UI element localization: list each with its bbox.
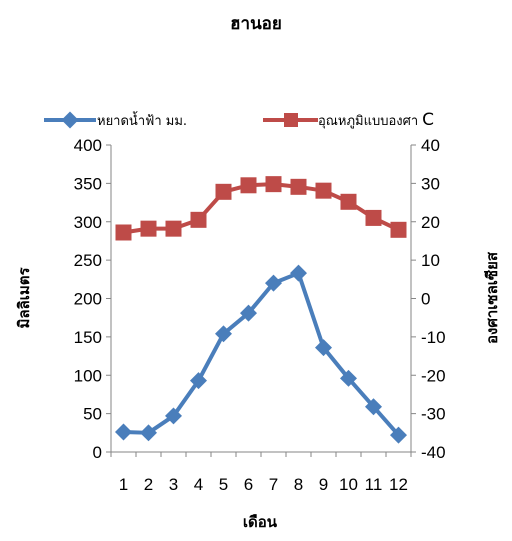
legend-label-precipitation: หยาดน้ำฟ้า มม.	[97, 111, 187, 129]
data-point-diamond	[390, 426, 407, 444]
x-tick-label: 7	[269, 475, 278, 494]
data-point-diamond	[165, 407, 182, 425]
series-line	[123, 271, 401, 437]
y-left-tick-label: 350	[74, 174, 102, 193]
x-tick-label: 9	[319, 475, 328, 494]
legend-item-precipitation: หยาดน้ำฟ้า มม.	[44, 111, 187, 129]
data-point-diamond	[115, 423, 132, 441]
y-axis-left-ticks: 0 50 100 150 200 250 300 350 400	[74, 136, 111, 462]
data-point-square	[240, 177, 257, 194]
data-point-square	[190, 211, 207, 228]
y-right-tick-label: 10	[421, 251, 440, 270]
x-tick-label: 12	[389, 475, 408, 494]
data-point-square	[215, 183, 232, 200]
chart-title: ฮานอย	[230, 14, 282, 34]
y-left-tick-label: 150	[74, 328, 102, 347]
series-line	[123, 182, 400, 235]
legend-label-temperature-unit: C	[422, 110, 434, 130]
y-right-tick-label: 20	[421, 213, 440, 232]
data-point-diamond	[240, 304, 257, 322]
x-tick-label: 11	[365, 475, 383, 494]
y-right-tick-label: -30	[421, 405, 446, 424]
y-left-tick-label: 100	[74, 366, 102, 385]
y-left-tick-label: 250	[74, 251, 102, 270]
x-tick-label: 1	[119, 475, 128, 494]
data-point-diamond	[215, 325, 232, 343]
legend-marker-temperature	[284, 113, 298, 127]
data-point-diamond	[340, 369, 357, 387]
x-tick-label: 8	[294, 475, 303, 494]
data-point-diamond	[190, 372, 207, 390]
data-point-square	[340, 193, 357, 210]
x-tick-label: 3	[169, 475, 178, 494]
data-point-square	[365, 209, 382, 226]
x-tick-label: 6	[244, 475, 253, 494]
series-precipitation	[115, 264, 407, 444]
x-axis-ticks: 1 2 3 4 5 6 7 8 9 10 11 12	[110, 452, 412, 494]
data-point-diamond	[140, 424, 157, 442]
x-tick-label: 5	[219, 475, 228, 494]
series-temperature	[115, 176, 407, 241]
y-left-tick-label: 0	[93, 443, 102, 462]
data-point-diamond	[365, 398, 382, 416]
y-right-tick-label: -20	[421, 366, 446, 385]
legend-label-temperature: อุณหภูมิแบบองศา C	[318, 110, 434, 130]
data-point-square	[140, 220, 157, 237]
y-left-tick-label: 400	[74, 136, 102, 155]
x-tick-label: 2	[144, 475, 153, 494]
x-tick-label: 4	[194, 475, 203, 494]
data-point-square	[290, 178, 307, 195]
y-left-tick-label: 300	[74, 213, 102, 232]
y-left-tick-label: 200	[74, 290, 102, 309]
series-layer	[115, 176, 407, 444]
data-point-square	[165, 220, 182, 237]
y-right-tick-label: 40	[421, 136, 440, 155]
x-axis-title: เดือน	[243, 513, 278, 531]
y-axis-right-ticks: -40 -30 -20 -10 0 10 20 30 40	[411, 136, 446, 462]
data-point-square	[390, 221, 407, 238]
legend-item-temperature: อุณหภูมิแบบองศา C	[263, 110, 434, 130]
data-point-diamond	[290, 264, 307, 282]
data-point-square	[265, 176, 282, 193]
y-axis-left-title: มิลลิเมตร	[15, 267, 33, 329]
y-left-tick-label: 50	[83, 405, 102, 424]
legend-marker-precipitation	[61, 111, 79, 129]
data-point-square	[315, 182, 332, 199]
legend: หยาดน้ำฟ้า มม. อุณหภูมิแบบองศา C	[44, 110, 434, 130]
y-axis-right-title: องศาเซลเซียส	[483, 251, 501, 344]
legend-label-temperature-text: อุณหภูมิแบบองศา	[318, 114, 418, 129]
x-tick-label: 10	[339, 475, 358, 494]
y-right-tick-label: 30	[421, 174, 440, 193]
data-point-diamond	[265, 274, 282, 292]
y-right-tick-label: 0	[421, 290, 430, 309]
data-point-diamond	[315, 339, 332, 357]
y-right-tick-label: -40	[421, 443, 446, 462]
data-point-square	[115, 224, 132, 241]
y-right-tick-label: -10	[421, 328, 446, 347]
